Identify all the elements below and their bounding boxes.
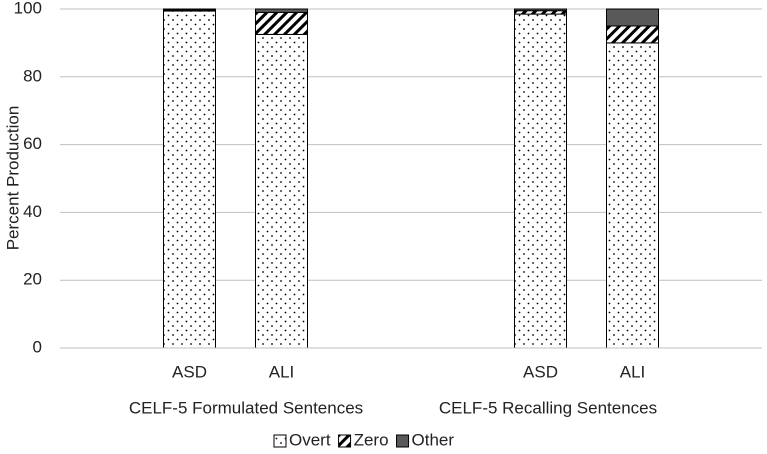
bar-segment <box>606 25 659 44</box>
bar-segment <box>514 8 567 12</box>
legend-swatch <box>338 434 352 448</box>
y-tick-label: 60 <box>23 134 42 153</box>
bar-segment <box>255 11 308 35</box>
bar-segment <box>255 33 308 349</box>
group-label: CELF-5 Formulated Sentences <box>129 398 363 417</box>
bar-segment <box>163 8 216 11</box>
legend-label: Other <box>412 430 455 449</box>
bar-segment <box>606 8 659 27</box>
y-tick-label: 100 <box>14 0 42 17</box>
legend-label: Zero <box>354 430 389 449</box>
bar-segment <box>514 13 567 349</box>
y-tick-label: 20 <box>23 270 42 289</box>
legend-label: Overt <box>289 430 331 449</box>
group-label: CELF-5 Recalling Sentences <box>439 398 657 417</box>
y-tick-label: 80 <box>23 66 42 85</box>
bar-segment <box>163 10 216 349</box>
y-tick-label: 0 <box>33 337 42 356</box>
bar-segment <box>514 10 567 15</box>
legend-swatch <box>396 434 410 448</box>
bar-segment <box>606 42 659 349</box>
x-tick-label: ASD <box>523 362 558 381</box>
x-tick-label: ALI <box>620 362 646 381</box>
legend-swatch <box>273 434 287 448</box>
y-axis-label: Percent Production <box>3 106 22 251</box>
bar-segment <box>255 8 308 13</box>
y-tick-label: 40 <box>23 202 42 221</box>
x-tick-label: ASD <box>172 362 207 381</box>
x-tick-label: ALI <box>269 362 295 381</box>
